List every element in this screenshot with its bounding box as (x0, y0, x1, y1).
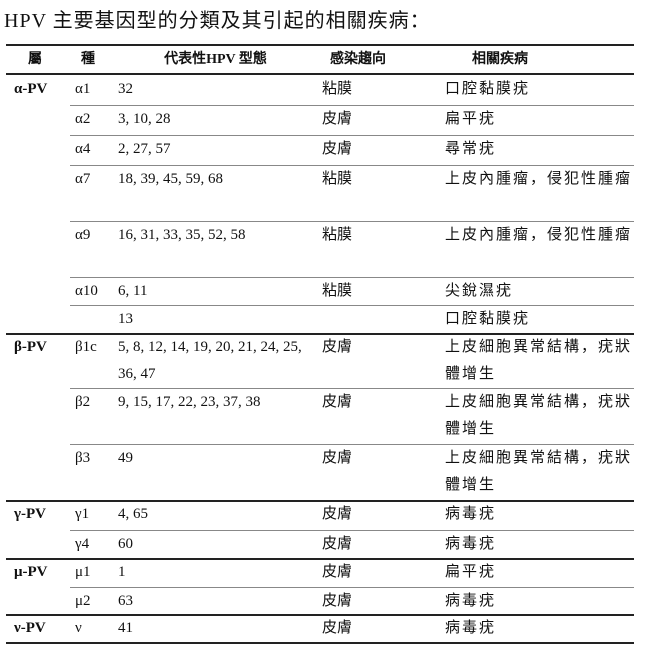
species: μ2 (75, 593, 91, 609)
types: 2, 27, 57 (118, 141, 171, 157)
infection: 皮膚 (322, 620, 353, 636)
infection: 皮膚 (322, 506, 353, 522)
infection: 皮膚 (322, 339, 353, 355)
species: β2 (75, 394, 91, 410)
disease: 口腔黏膜疣 (445, 81, 531, 97)
species: α4 (75, 141, 91, 157)
row-rule (70, 135, 634, 136)
species: γ4 (75, 536, 90, 552)
infection: 皮膚 (322, 536, 353, 552)
disease: 扁平疣 (445, 564, 497, 580)
species: ν (75, 620, 82, 636)
infection: 皮膚 (322, 394, 353, 410)
infection: 皮膚 (322, 141, 353, 157)
types: 16, 31, 33, 35, 52, 58 (118, 227, 246, 243)
row-rule (70, 277, 634, 278)
species: β3 (75, 450, 91, 466)
disease: 病毒疣 (445, 506, 497, 522)
row-rule (70, 305, 634, 306)
types: 49 (118, 450, 133, 466)
row-rule (70, 221, 634, 222)
disease: 上皮細胞異常結構，疣狀體增生 (445, 450, 633, 493)
disease: 上皮細胞異常結構，疣狀體增生 (445, 394, 633, 437)
rule (6, 73, 634, 75)
disease: 口腔黏膜疣 (445, 311, 531, 327)
row-rule (70, 388, 634, 389)
types: 13 (118, 311, 133, 327)
infection: 粘膜 (322, 283, 353, 299)
row-rule (70, 105, 634, 106)
infection: 粘膜 (322, 81, 353, 97)
infection: 皮膚 (322, 450, 353, 466)
genus: μ-PV (14, 564, 48, 580)
infection: 粘膜 (322, 227, 353, 243)
infection: 粘膜 (322, 171, 353, 187)
disease: 病毒疣 (445, 593, 497, 609)
genus: γ-PV (14, 506, 47, 522)
row-rule (70, 587, 634, 588)
row-rule (70, 530, 634, 531)
group-rule (6, 500, 634, 502)
types: 60 (118, 536, 133, 552)
types: 32 (118, 81, 133, 97)
disease: 扁平疣 (445, 111, 497, 127)
disease: 病毒疣 (445, 536, 497, 552)
rule (6, 44, 634, 46)
group-rule (6, 614, 634, 616)
types: 41 (118, 620, 133, 636)
types: 18, 39, 45, 59, 68 (118, 171, 223, 187)
disease: 上皮內腫瘤，侵犯性腫瘤 (445, 171, 633, 187)
species: γ1 (75, 506, 90, 522)
group-rule (6, 558, 634, 560)
species: α7 (75, 171, 91, 187)
disease: 上皮細胞異常結構，疣狀體增生 (445, 339, 633, 382)
types: 9, 15, 17, 22, 23, 37, 38 (118, 394, 261, 410)
row-rule (70, 444, 634, 445)
header-cell: 相關疾病 (472, 52, 528, 67)
species: μ1 (75, 564, 91, 580)
types: 5, 8, 12, 14, 19, 20, 21, 24, 25, 36, 47 (118, 339, 302, 382)
species: α10 (75, 283, 98, 299)
disease: 尋常疣 (445, 141, 497, 157)
header-cell: 代表性HPV 型態 (164, 52, 267, 67)
header-cell: 種 (81, 52, 95, 67)
genus: ν-PV (14, 620, 46, 636)
types: 1 (118, 564, 126, 580)
species: α1 (75, 81, 91, 97)
disease: 尖銳濕疣 (445, 283, 514, 299)
group-rule (6, 333, 634, 335)
types: 4, 65 (118, 506, 148, 522)
types: 6, 11 (118, 283, 148, 299)
row-rule (70, 165, 634, 166)
disease: 上皮內腫瘤，侵犯性腫瘤 (445, 227, 633, 243)
bottom-rule (6, 642, 634, 644)
header-cell: 感染趨向 (330, 52, 386, 67)
types: 3, 10, 28 (118, 111, 171, 127)
infection: 皮膚 (322, 564, 353, 580)
infection: 皮膚 (322, 593, 353, 609)
disease: 病毒疣 (445, 620, 497, 636)
species: β1c (75, 339, 97, 355)
infection: 皮膚 (322, 111, 353, 127)
title: HPV 主要基因型的分類及其引起的相關疾病： (4, 10, 431, 32)
header-cell: 屬 (28, 52, 42, 67)
species: α9 (75, 227, 91, 243)
species: α2 (75, 111, 91, 127)
genus: α-PV (14, 81, 48, 97)
types: 63 (118, 593, 133, 609)
genus: β-PV (14, 339, 47, 355)
